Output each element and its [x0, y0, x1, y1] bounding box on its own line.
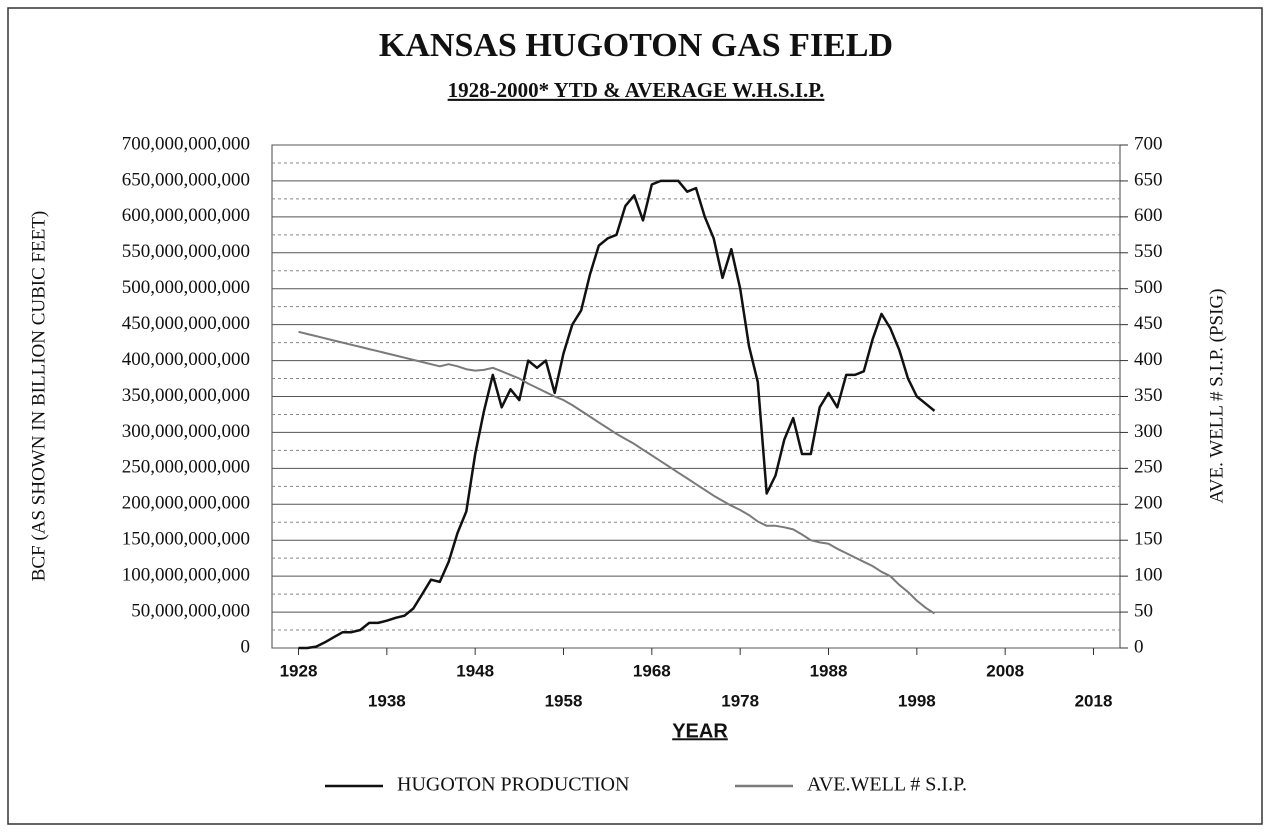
x-tick-label: 1928 [280, 661, 318, 680]
y2-axis-label: AVE. WELL # S.I.P. (PSIG) [1206, 289, 1227, 504]
series-line [298, 330, 936, 615]
y2-tick-label: 700 [1134, 133, 1163, 154]
y2-tick-label: 600 [1134, 205, 1163, 226]
chart-subtitle: 1928-2000* YTD & AVERAGE W.H.S.I.P. [448, 78, 825, 102]
frame [7, 7, 1263, 825]
y2-tick-label: 100 [1134, 565, 1163, 586]
x-tick-label: 1978 [721, 691, 759, 710]
series-line [298, 179, 936, 650]
legend-label: HUGOTON PRODUCTION [397, 774, 629, 796]
y-tick-label: 200,000,000,000 [122, 493, 250, 514]
y2-tick-label: 500 [1134, 277, 1163, 298]
x-tick-label: 1998 [898, 691, 936, 710]
x-tick-label: 1958 [545, 691, 583, 710]
y-tick-label: 300,000,000,000 [122, 421, 250, 442]
y-tick-label: 400,000,000,000 [122, 349, 250, 370]
x-tick-label: 1948 [456, 661, 494, 680]
y2-tick-label: 550 [1134, 241, 1163, 262]
y2-tick-label: 650 [1134, 169, 1163, 190]
legend-label: AVE.WELL # S.I.P. [807, 774, 967, 796]
y2-tick-label: 250 [1134, 457, 1163, 478]
x-tick-label: 1968 [633, 661, 671, 680]
x-tick-label: 2018 [1075, 691, 1113, 710]
y-tick-label: 550,000,000,000 [122, 241, 250, 262]
y-tick-label: 350,000,000,000 [122, 385, 250, 406]
y2-tick-label: 450 [1134, 313, 1163, 334]
y-tick-label: 700,000,000,000 [122, 133, 250, 154]
chart-title: KANSAS HUGOTON GAS FIELD [379, 27, 893, 64]
y-tick-label: 0 [241, 636, 251, 657]
x-tick-label: 1938 [368, 691, 406, 710]
y2-tick-label: 0 [1134, 636, 1144, 657]
y-tick-label: 500,000,000,000 [122, 277, 250, 298]
y-tick-label: 250,000,000,000 [122, 457, 250, 478]
x-axis-label: YEAR [672, 720, 728, 742]
y-tick-label: 50,000,000,000 [131, 600, 250, 621]
y-tick-label: 100,000,000,000 [122, 565, 250, 586]
x-tick-label: 1988 [810, 661, 848, 680]
y2-tick-label: 350 [1134, 385, 1163, 406]
y-tick-label: 650,000,000,000 [122, 169, 250, 190]
y2-tick-label: 300 [1134, 421, 1163, 442]
x-tick-label: 2008 [986, 661, 1024, 680]
y2-tick-label: 400 [1134, 349, 1163, 370]
y-tick-label: 450,000,000,000 [122, 313, 250, 334]
y-tick-label: 150,000,000,000 [122, 529, 250, 550]
y-axis-label: BCF (AS SHOWN IN BILLION CUBIC FEET) [28, 211, 49, 582]
y2-tick-label: 200 [1134, 493, 1163, 514]
y-tick-label: 600,000,000,000 [122, 205, 250, 226]
y2-tick-label: 50 [1134, 600, 1153, 621]
y2-tick-label: 150 [1134, 529, 1163, 550]
